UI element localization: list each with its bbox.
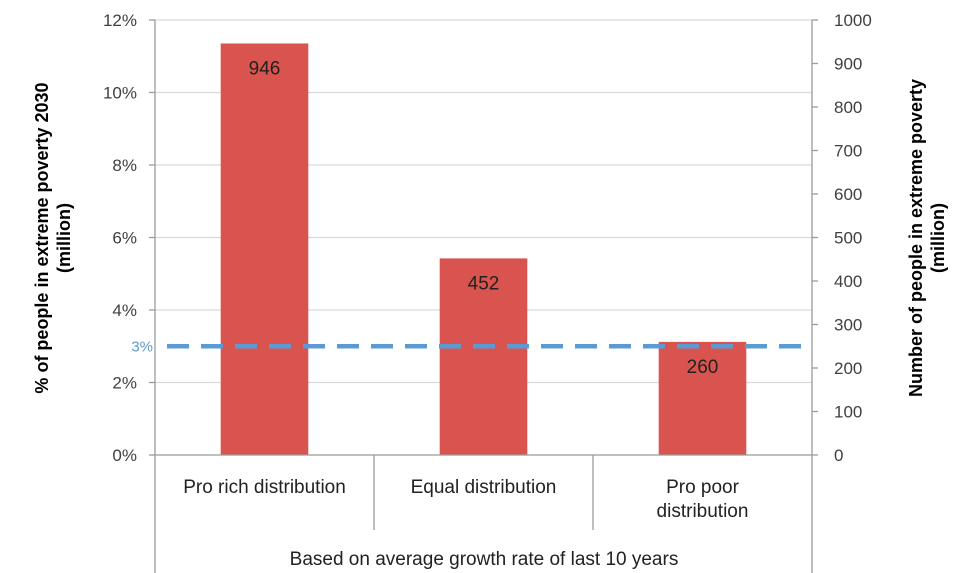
tick-label-left: 2% [112, 374, 137, 393]
tick-label-left: 12% [103, 11, 137, 30]
category-label: Equal distribution [411, 477, 557, 498]
category-labels: Pro rich distribution Equal distribution P… [183, 477, 748, 522]
tick-label-left: 0% [112, 446, 137, 465]
tick-label-right: 900 [834, 55, 862, 74]
tick-label-left: 4% [112, 301, 137, 320]
bars [220, 43, 747, 456]
bar [658, 341, 747, 455]
category-label: Pro rich distribution [183, 477, 346, 498]
tick-label-right: 700 [834, 142, 862, 161]
data-label: 946 [249, 58, 281, 79]
data-label: 260 [687, 357, 719, 378]
tick-label-right: 800 [834, 98, 862, 117]
left-axis-ticks: 0% 2% 4% 6% 8% 10% 12% [103, 11, 155, 465]
right-axis-ticks: 0 100 200 300 400 500 600 700 800 900 1000 [812, 11, 872, 465]
data-labels: 946 452 260 [249, 58, 719, 377]
category-label: Pro poor distribution [657, 477, 749, 522]
y-axis-left-title: % of people in extreme poverty 2030 (mill… [32, 82, 74, 393]
tick-label-right: 0 [834, 446, 843, 465]
bar [439, 258, 528, 455]
tick-label-right: 200 [834, 359, 862, 378]
axes [154, 20, 813, 573]
y-axis-right-label: Number of people in extreme poverty (mill… [906, 79, 948, 397]
reference-line-group: 3% [131, 338, 812, 355]
group-label: Based on average growth rate of last 10 … [290, 549, 679, 570]
tick-label-right: 100 [834, 403, 862, 422]
tick-label-right: 300 [834, 316, 862, 335]
tick-label-left: 10% [103, 84, 137, 103]
tick-label-right: 600 [834, 185, 862, 204]
tick-label-right: 1000 [834, 11, 872, 30]
y-axis-left-label: % of people in extreme poverty 2030 (mill… [32, 82, 74, 393]
tick-label-right: 500 [834, 229, 862, 248]
tick-label-left: 8% [112, 156, 137, 175]
bar [220, 43, 309, 456]
data-label: 452 [468, 273, 500, 294]
reference-line-label: 3% [131, 338, 153, 355]
tick-label-right: 400 [834, 272, 862, 291]
tick-label-left: 6% [112, 229, 137, 248]
y-axis-right-title: Number of people in extreme poverty (mill… [906, 79, 948, 397]
